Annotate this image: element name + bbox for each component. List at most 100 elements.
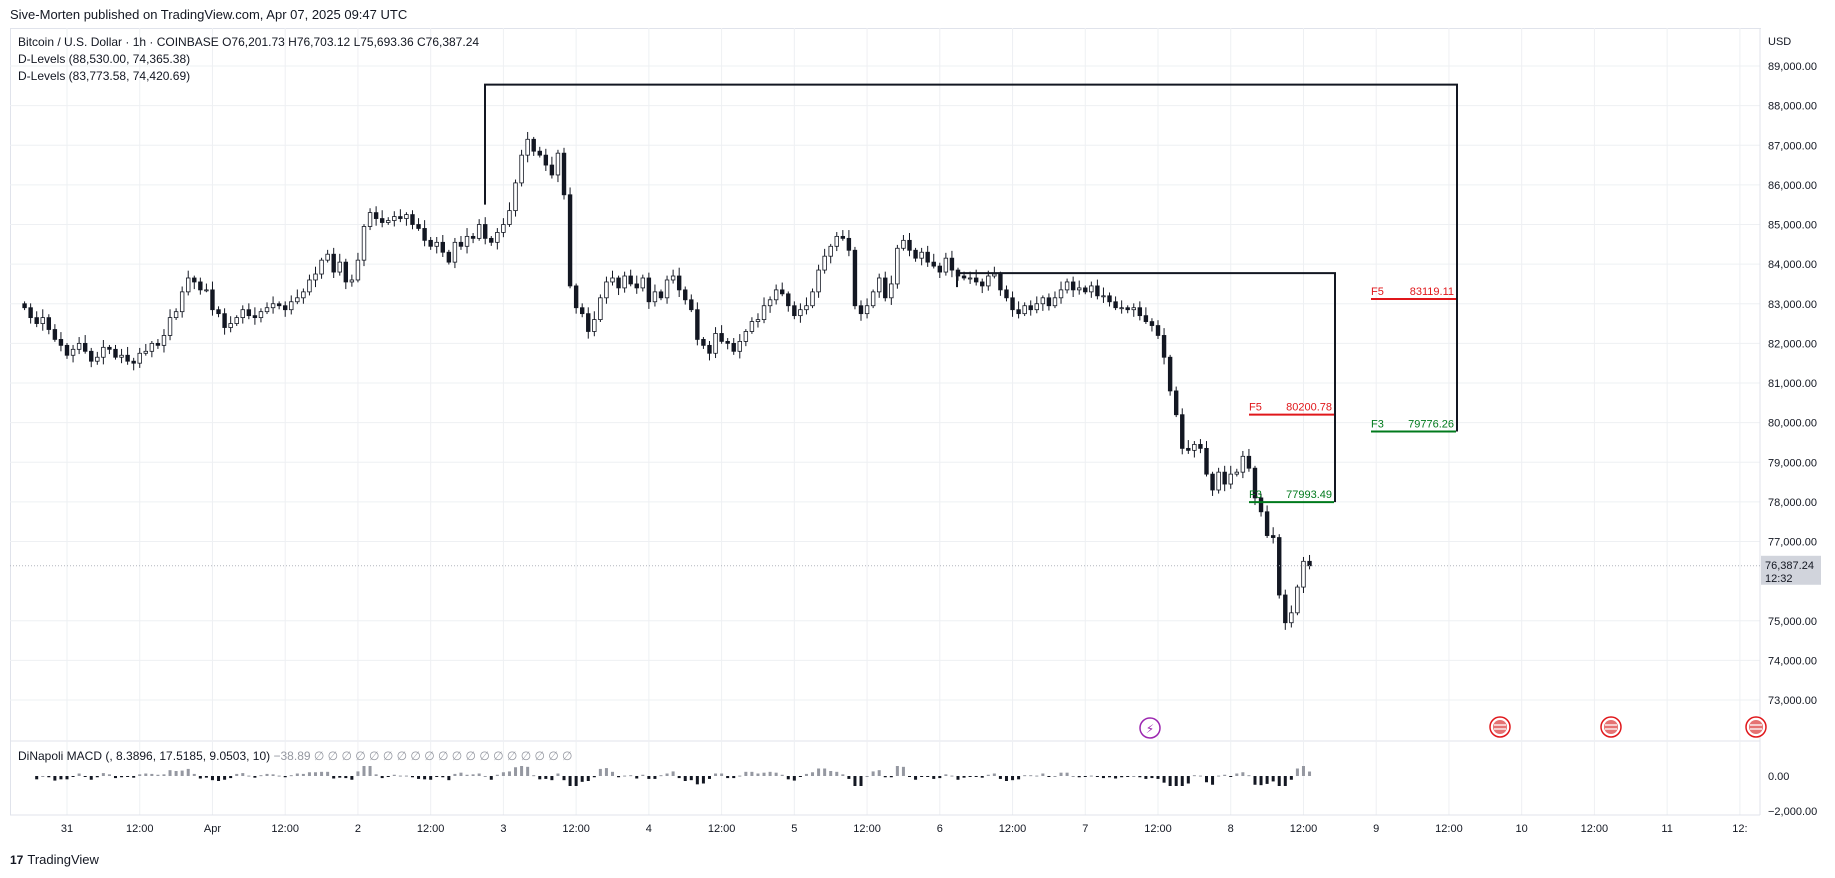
candle <box>379 210 385 228</box>
candle-body-down <box>531 138 536 152</box>
candle <box>1022 302 1027 317</box>
macd-bar <box>1174 776 1178 786</box>
candle <box>798 303 803 323</box>
candle-body-down <box>1210 473 1215 491</box>
candle-body-up <box>307 279 312 293</box>
macd-bar <box>295 773 299 776</box>
time-tick-label: 3 <box>500 823 506 835</box>
candle-body-down <box>707 344 712 354</box>
candle-body-down <box>416 224 421 229</box>
candle <box>452 237 458 269</box>
macd-axis-label: 0.00 <box>1768 771 1789 783</box>
candle-body-down <box>931 261 936 267</box>
candle <box>1252 465 1258 506</box>
macd-bar <box>1301 766 1305 776</box>
time-tick-label: 11 <box>1661 823 1672 835</box>
candle-body-up <box>889 283 894 299</box>
time-tick-label: 8 <box>1228 823 1234 835</box>
time-tick-label: 4 <box>646 823 652 835</box>
candle <box>1270 527 1276 544</box>
indicator-legend-1[interactable]: D-Levels (88,530.00, 74,365.38) <box>18 52 191 66</box>
candle-body-up <box>495 232 500 243</box>
candle-body-up <box>173 311 179 319</box>
candles <box>22 131 1312 630</box>
candle-body-up <box>664 279 670 299</box>
fib-label: F3 <box>1249 489 1262 501</box>
candle <box>434 236 439 254</box>
candle <box>398 209 403 223</box>
candle-body-up <box>240 309 245 319</box>
candle-body-down <box>537 150 542 156</box>
candle-body-down <box>483 224 488 239</box>
macd-bar <box>950 775 954 777</box>
macd-bar <box>247 775 251 777</box>
candle <box>1167 354 1173 396</box>
candle-body-up <box>1058 289 1064 299</box>
symbol-legend[interactable]: Bitcoin / U.S. Dollar · 1h · COINBASE O7… <box>18 35 479 49</box>
candle <box>295 289 300 305</box>
candle <box>113 344 118 360</box>
candle <box>889 275 894 305</box>
macd-bar <box>1144 776 1148 779</box>
candle <box>670 269 676 284</box>
macd-bar <box>271 774 275 776</box>
candle-body-down <box>925 251 930 263</box>
macd-bar <box>53 776 57 781</box>
candle <box>1125 305 1130 314</box>
candle-body-down <box>216 309 221 315</box>
candle-body-up <box>652 291 658 303</box>
macd-bar <box>756 773 760 776</box>
candle <box>780 282 785 297</box>
macd-legend[interactable]: DiNapoli MACD (, 8.3896, 17.5185, 9.0503… <box>18 749 573 763</box>
macd-bar <box>835 771 839 776</box>
candle <box>404 212 409 226</box>
macd-bar <box>1186 776 1190 784</box>
d-levels-lines <box>484 83 1458 503</box>
macd-bar <box>1271 776 1275 782</box>
macd-bar <box>1071 776 1075 777</box>
macd-bar <box>1029 775 1033 777</box>
macd-bar <box>871 771 875 776</box>
macd-bar <box>471 774 475 776</box>
current-price-countdown: 12:32 <box>1765 573 1793 585</box>
candle <box>810 288 815 309</box>
open-value: 76,201.73 <box>231 35 285 49</box>
macd-bar <box>229 776 233 779</box>
currency-label[interactable]: USD <box>1768 36 1792 48</box>
macd-bar <box>665 773 669 776</box>
macd-bar <box>574 776 578 786</box>
macd-bar <box>356 771 360 776</box>
us-flag-icon <box>1600 716 1622 738</box>
candle-body-down <box>792 305 797 317</box>
candle-body-up <box>1301 560 1306 588</box>
macd-bar <box>617 776 621 778</box>
candle <box>52 324 58 342</box>
tv-logo-icon: 17 <box>10 852 24 867</box>
candle <box>610 270 615 286</box>
candle-body-down <box>125 354 130 362</box>
candle <box>616 275 621 296</box>
macd-bar <box>998 776 1002 779</box>
candle <box>937 262 943 278</box>
fib-levels: F5 80200.78 F3 77993.49 F5 83119.11 F3 79776.26 <box>1249 286 1456 504</box>
candle <box>864 298 870 319</box>
candle-body-down <box>1107 295 1112 303</box>
candle-body-down <box>343 261 349 283</box>
candle-body-down <box>1222 471 1227 485</box>
indicator-legend-2[interactable]: D-Levels (83,773.58, 74,420.69) <box>18 69 191 83</box>
candle <box>1046 293 1052 311</box>
candle-body-up <box>743 331 749 342</box>
price-tick-label: 77,000.00 <box>1768 537 1817 549</box>
candle-body-up <box>1101 295 1106 298</box>
candle-body-down <box>840 235 846 239</box>
macd-bar <box>1235 773 1239 776</box>
candle-body-up <box>610 277 615 283</box>
candle-body-up <box>822 255 827 271</box>
macd-bar <box>283 776 287 778</box>
macd-bar <box>817 768 821 776</box>
lightning-icon: ⚡ <box>1146 722 1154 736</box>
candle <box>40 309 45 331</box>
macd-bar <box>1289 776 1293 780</box>
tradingview-logo[interactable]: 17 TradingView <box>10 852 99 867</box>
